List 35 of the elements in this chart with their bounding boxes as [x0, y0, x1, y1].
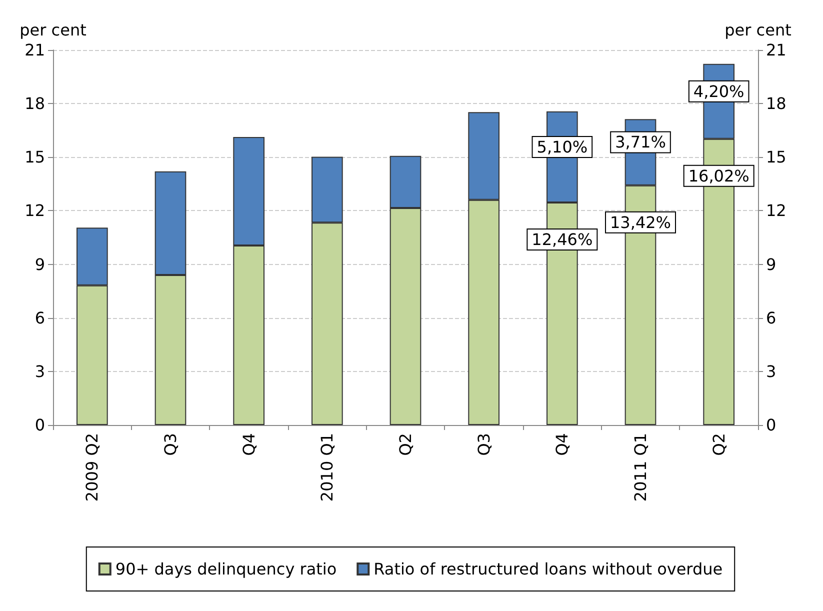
y-tick-label: 18: [24, 94, 45, 114]
data-label: 16,02%: [688, 166, 750, 186]
data-label: 3,71%: [615, 132, 666, 152]
y2-tick-label: 21: [766, 40, 786, 60]
x-tick-label: Q3: [474, 433, 494, 456]
y2-tick-label: 3: [766, 362, 776, 381]
y2-tick-label: 12: [766, 201, 786, 220]
data-label: 13,42%: [610, 212, 672, 232]
y-tick-label: 15: [24, 148, 45, 167]
x-tick-label: 2009 Q2: [82, 433, 102, 502]
y2-tick-label: 0: [766, 416, 776, 434]
x-tick-label: 2011 Q1: [631, 433, 650, 502]
y2-axis-title: per cent: [724, 20, 792, 40]
y-tick-label: 0: [34, 416, 45, 434]
y2-tick-label: 18: [766, 94, 786, 114]
data-label: 4,20%: [693, 82, 744, 101]
x-tick-label: Q4: [239, 433, 258, 456]
x-tick-label: Q2: [396, 433, 415, 456]
y-tick-label: 3: [34, 362, 45, 381]
x-tick-label: 2010 Q1: [318, 433, 337, 502]
x-tick-label: Q4: [552, 433, 572, 456]
y-axis-title: per cent: [20, 20, 86, 40]
y-tick-label: 6: [34, 308, 45, 328]
y2-tick-label: 6: [766, 308, 776, 328]
y-tick-label: 9: [34, 254, 45, 274]
y2-tick-label: 9: [766, 254, 776, 274]
legend-label: 90+ days delinquency ratio: [115, 560, 337, 578]
y-tick-label: 21: [24, 40, 45, 60]
x-tick-label: Q3: [161, 433, 180, 456]
y2-tick-label: 15: [766, 148, 786, 167]
data-label: 12,46%: [532, 230, 593, 249]
x-tick-label: Q2: [709, 433, 728, 456]
legend-label: Ratio of restructured loans without overdue: [374, 560, 723, 578]
data-label: 5,10%: [536, 137, 588, 156]
y-tick-label: 12: [24, 201, 45, 220]
